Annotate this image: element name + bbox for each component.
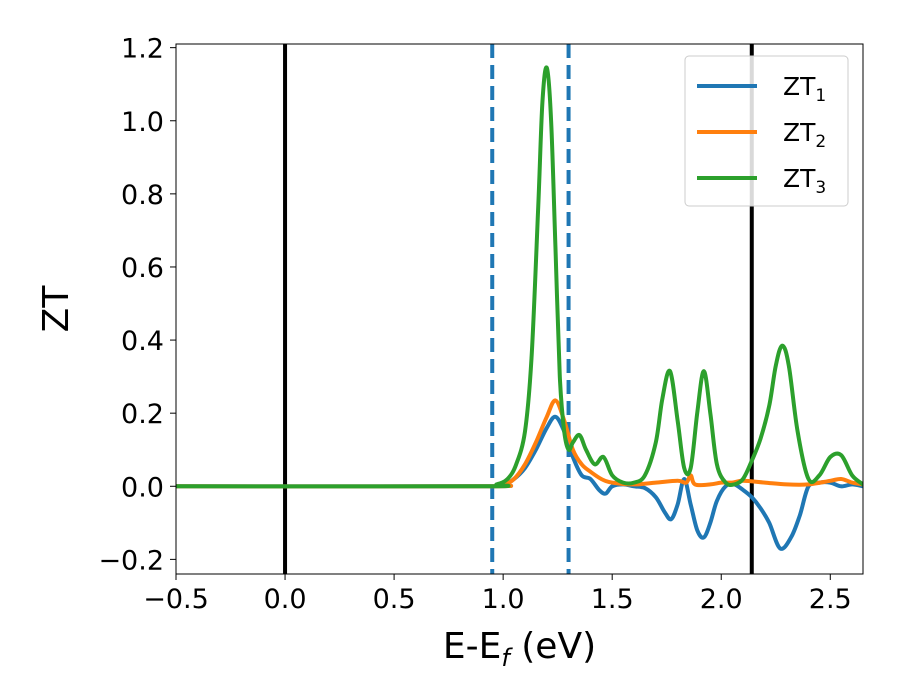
y-tick-label: 1.0 <box>121 107 164 138</box>
legend-label-zt2: ZT2 <box>783 118 826 152</box>
plot-frame <box>175 43 864 575</box>
legend-label-main: ZT <box>783 118 816 147</box>
legend-label-sub: 2 <box>815 132 826 152</box>
y-tick-label: 0.0 <box>121 472 164 503</box>
legend-box <box>684 55 849 207</box>
x-tick-label: 0.0 <box>264 584 307 615</box>
series-line-zt1 <box>176 414 863 551</box>
legend-label-main: ZT <box>783 164 816 193</box>
legend-label-zt3: ZT3 <box>783 164 826 198</box>
x-axis-label-suffix: (eV) <box>510 626 596 667</box>
x-tick-label: 2.0 <box>700 584 743 615</box>
legend-label-zt1: ZT1 <box>783 72 826 106</box>
legend-label-main: ZT <box>783 72 816 101</box>
x-tick-label: 2.5 <box>809 584 852 615</box>
legend-label-sub: 3 <box>815 178 826 198</box>
x-axis-label: E-Ef (eV) <box>443 626 596 672</box>
series-line-zt2 <box>176 398 863 489</box>
x-tick-label: 1.0 <box>482 584 525 615</box>
y-tick-label: 0.2 <box>121 399 164 430</box>
y-tick-label: 0.8 <box>121 180 164 211</box>
axis-ticks: −0.5 0.0 0.5 1.0 1.5 2.0 2.5 −0.2 0.0 0.2 0.4 0.6 0.… <box>98 34 851 615</box>
x-axis-label-main: E-E <box>443 626 501 667</box>
y-axis-label: ZT <box>36 285 77 333</box>
y-tick-label: −0.2 <box>98 545 164 576</box>
series-line-zt3 <box>176 65 863 489</box>
x-tick-label: 1.5 <box>591 584 634 615</box>
x-tick-label: 0.5 <box>373 584 416 615</box>
y-tick-label: 0.4 <box>121 326 164 357</box>
y-tick-label: 1.2 <box>121 34 164 65</box>
x-tick-label: −0.5 <box>143 584 209 615</box>
legend-label-sub: 1 <box>815 86 826 106</box>
y-tick-label: 0.6 <box>121 253 164 284</box>
